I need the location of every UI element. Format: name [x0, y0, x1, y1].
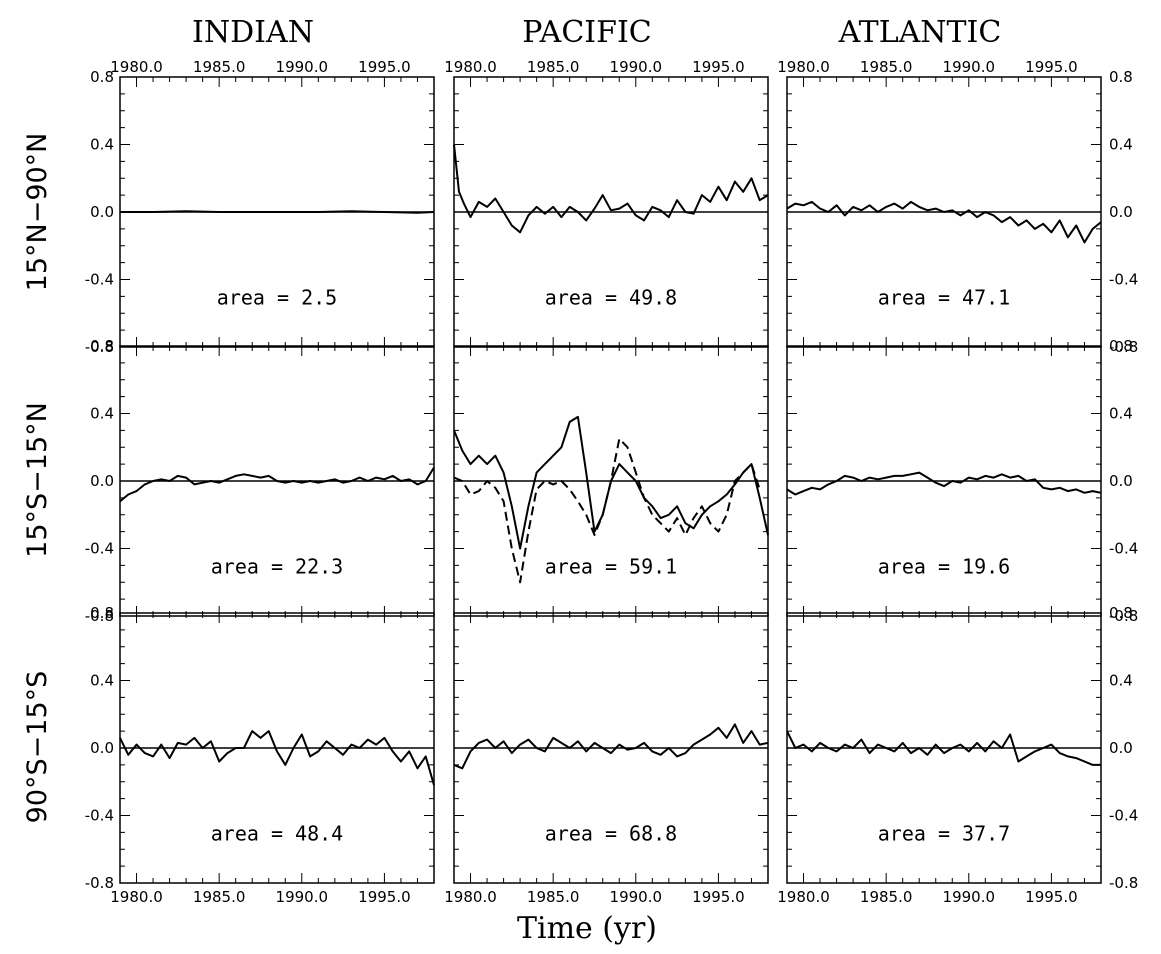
y-tick-label: 0.8 [90, 68, 114, 86]
y-tick-label: 0.0 [90, 203, 114, 221]
x-tick-label-top: 1995.0 [692, 58, 745, 76]
series-line-solid [119, 466, 435, 503]
y-tick-label: 0.0 [90, 739, 114, 757]
panel-indian-90s-15s: area = 48.4 -0.8 -0.4 0.0 0.4 0.8 1980.0 1985.0… [85, 604, 435, 906]
column-title-atlantic: ATLANTIC [838, 15, 1002, 50]
y-tick-label-right: 0.4 [1109, 136, 1133, 154]
area-annotation: area = 19.6 [878, 554, 1010, 578]
column-title-indian: INDIAN [192, 15, 314, 50]
panel-atlantic-15n-90n: area = 47.1 -0.8 -0.4 0.0 0.4 0.8 1980.0 1985.0… [777, 58, 1138, 356]
area-annotation: area = 48.4 [211, 821, 343, 845]
area-annotation: area = 68.8 [545, 821, 677, 845]
panel-pacific-15n-90n: area = 49.8 1980.0 1985.0 1990.0 1995.0 [444, 58, 769, 348]
y-tick-label: -0.4 [85, 807, 114, 825]
y-tick-label: 0.4 [90, 405, 114, 423]
y-tick-label: -0.8 [85, 338, 114, 356]
y-tick-label-right: 0.8 [1109, 337, 1133, 355]
area-annotation: area = 37.7 [878, 821, 1010, 845]
panel-pacific-90s-15s: area = 68.8 1980.0 1985.0 1990.0 1995.0 [444, 612, 769, 906]
x-tick-label-top: 1980.0 [444, 58, 497, 76]
y-tick-label-right: -0.8 [1109, 607, 1138, 625]
area-annotation: area = 2.5 [217, 285, 337, 309]
y-tick-label-right: -0.8 [1109, 338, 1138, 356]
series-line-solid [453, 144, 769, 234]
y-tick-label-right: 0.0 [1109, 203, 1133, 221]
area-annotation: area = 47.1 [878, 285, 1010, 309]
y-tick-label-right: 0.8 [1109, 68, 1133, 86]
y-tick-label: 0.4 [90, 672, 114, 690]
y-tick-label: -0.4 [85, 271, 114, 289]
x-tick-label-top: 1980.0 [777, 58, 830, 76]
panel-atlantic-15s-15n: area = 19.6 -0.8 -0.4 0.0 0.4 0.8 [786, 337, 1138, 625]
y-tick-label-right: -0.4 [1109, 271, 1138, 289]
x-tick-label: 1995.0 [1025, 888, 1078, 906]
area-annotation: area = 59.1 [545, 554, 677, 578]
y-tick-label-right: 0.0 [1109, 739, 1133, 757]
panel-pacific-15s-15n: area = 59.1 [453, 345, 769, 617]
area-annotation: area = 49.8 [545, 285, 677, 309]
series-line-solid [453, 723, 769, 770]
x-tick-label-top: 1990.0 [276, 58, 329, 76]
x-axis-title: Time (yr) [517, 911, 657, 946]
x-tick-label: 1985.0 [860, 888, 913, 906]
y-tick-label-right: 0.8 [1109, 604, 1133, 622]
row-title-15s-15n: 15°S−15°N [22, 402, 53, 558]
x-tick-label-top: 1985.0 [193, 58, 246, 76]
x-tick-label: 1980.0 [777, 888, 830, 906]
y-tick-label: 0.8 [90, 337, 114, 355]
y-tick-label-right: -0.8 [1109, 874, 1138, 892]
x-tick-label: 1985.0 [193, 888, 246, 906]
y-tick-label: -0.4 [85, 540, 114, 558]
panel-atlantic-90s-15s: area = 37.7 -0.8 -0.4 0.0 0.4 0.8 1980.0 1985.0… [777, 604, 1138, 906]
y-tick-label: -0.8 [85, 607, 114, 625]
x-tick-label: 1980.0 [110, 888, 163, 906]
x-tick-label-top: 1985.0 [527, 58, 580, 76]
x-tick-label: 1995.0 [692, 888, 745, 906]
series-line-dashed [453, 437, 761, 584]
x-tick-label: 1990.0 [943, 888, 996, 906]
area-annotation: area = 22.3 [211, 554, 343, 578]
x-tick-label-top: 1990.0 [943, 58, 996, 76]
column-title-pacific: PACIFIC [522, 15, 652, 50]
x-tick-label: 1985.0 [527, 888, 580, 906]
y-tick-label: 0.0 [90, 472, 114, 490]
y-tick-label: -0.8 [85, 874, 114, 892]
y-tick-label-right: 0.0 [1109, 472, 1133, 490]
series-line-solid [786, 730, 1101, 766]
y-tick-label-right: -0.4 [1109, 540, 1138, 558]
y-tick-label-right: 0.4 [1109, 672, 1133, 690]
row-title-90s-15s: 90°S−15°S [22, 671, 53, 824]
x-tick-label-top: 1985.0 [860, 58, 913, 76]
x-tick-label-top: 1990.0 [610, 58, 663, 76]
series-line-solid [786, 471, 1102, 496]
series-line-solid [119, 730, 435, 786]
y-tick-label-right: 0.4 [1109, 405, 1133, 423]
y-tick-label-right: -0.4 [1109, 807, 1138, 825]
y-tick-label: 0.8 [90, 604, 114, 622]
x-tick-label-top: 1995.0 [358, 58, 411, 76]
x-tick-label-top: 1995.0 [1025, 58, 1078, 76]
x-tick-label: 1990.0 [610, 888, 663, 906]
x-tick-label: 1980.0 [444, 888, 497, 906]
series-line-solid [120, 210, 435, 214]
x-tick-label-top: 1980.0 [110, 58, 163, 76]
x-tick-label: 1990.0 [276, 888, 329, 906]
panel-indian-15s-15n: area = 22.3 -0.8 -0.4 0.0 0.4 0.8 [85, 337, 435, 625]
y-tick-label: 0.4 [90, 136, 114, 154]
x-tick-label: 1995.0 [358, 888, 411, 906]
series-line-solid [786, 200, 1102, 244]
row-title-15n-90n: 15°N−90°N [22, 133, 53, 292]
